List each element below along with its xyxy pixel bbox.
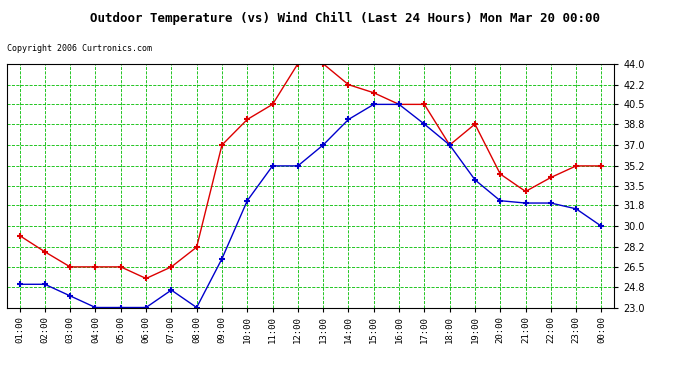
Text: Outdoor Temperature (vs) Wind Chill (Last 24 Hours) Mon Mar 20 00:00: Outdoor Temperature (vs) Wind Chill (Las…: [90, 12, 600, 25]
Text: Copyright 2006 Curtronics.com: Copyright 2006 Curtronics.com: [7, 44, 152, 53]
